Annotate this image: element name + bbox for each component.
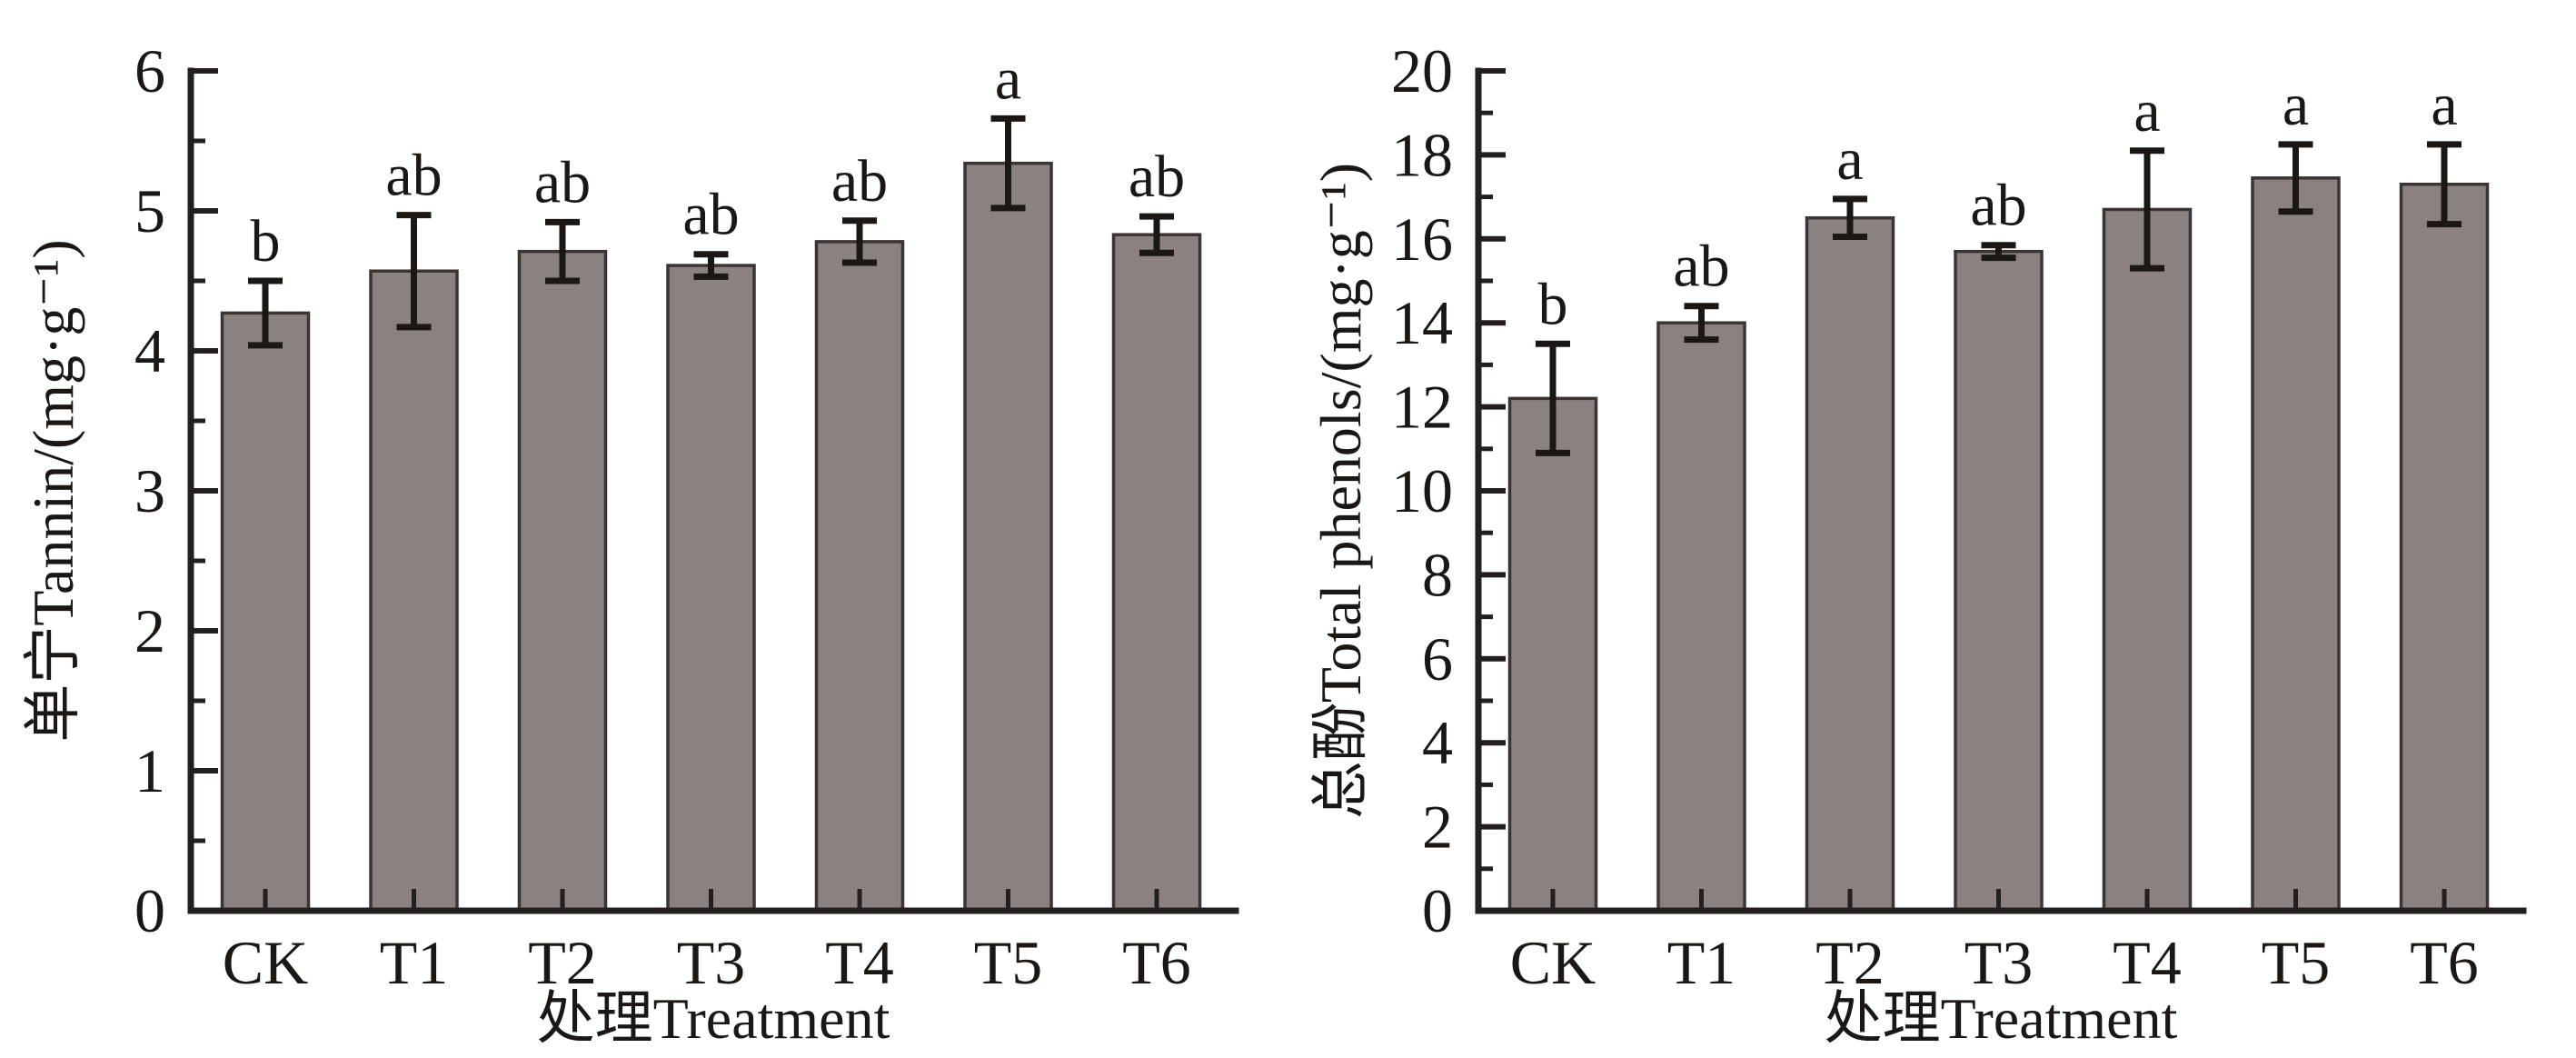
y-tick-label-14: 14 bbox=[1391, 288, 1453, 357]
y-axis-title: 单宁Tannin/(mg·g⁻¹) bbox=[21, 239, 85, 742]
bar-T2 bbox=[517, 249, 608, 913]
y-tick-label-16: 16 bbox=[1391, 205, 1453, 274]
x-axis-title: 处理Treatment bbox=[1825, 986, 2178, 1051]
y-axis-title: 总酚Total phenols/(mg·g⁻¹) bbox=[1308, 163, 1373, 819]
x-tick-label-T2: T2 bbox=[528, 928, 597, 997]
x-axis-title: 处理Treatment bbox=[537, 986, 890, 1051]
bar-T2 bbox=[1805, 215, 1895, 913]
y-tick-label-10: 10 bbox=[1391, 456, 1453, 525]
x-tick-label-T5: T5 bbox=[974, 928, 1043, 997]
bar-T5 bbox=[2251, 176, 2341, 913]
bar-T3 bbox=[666, 264, 756, 913]
bar-T1 bbox=[1656, 321, 1746, 913]
bar-CK bbox=[220, 311, 311, 913]
x-tick-label-T4: T4 bbox=[825, 928, 894, 997]
sig-letter-T6: ab bbox=[1129, 144, 1185, 210]
bar-T4 bbox=[2102, 207, 2193, 913]
y-tick-label-4: 4 bbox=[1422, 708, 1453, 777]
sig-letter-T6: a bbox=[2431, 72, 2457, 138]
bar-T6 bbox=[2399, 182, 2490, 913]
y-tick-label-6: 6 bbox=[1422, 624, 1453, 694]
sig-letter-T2: a bbox=[1836, 126, 1863, 193]
y-tick-label-2: 2 bbox=[134, 596, 165, 665]
x-tick-label-T1: T1 bbox=[380, 928, 449, 997]
x-tick-label-T3: T3 bbox=[1964, 928, 2034, 997]
y-tick-label-6: 6 bbox=[134, 36, 165, 105]
sig-letter-T5: a bbox=[995, 45, 1021, 112]
y-tick-label-8: 8 bbox=[1422, 540, 1453, 609]
x-tick-label-T6: T6 bbox=[1122, 928, 1191, 997]
y-tick-label-4: 4 bbox=[134, 316, 165, 385]
sig-letter-T5: a bbox=[2283, 72, 2309, 138]
sig-letter-T3: ab bbox=[682, 182, 739, 248]
bar-T6 bbox=[1111, 233, 1202, 913]
x-tick-label-T3: T3 bbox=[677, 928, 746, 997]
y-tick-label-2: 2 bbox=[1422, 793, 1453, 862]
y-tick-label-20: 20 bbox=[1391, 36, 1453, 105]
axes-frame bbox=[1475, 67, 2527, 914]
sig-letter-T3: ab bbox=[1970, 173, 2026, 239]
y-tick-label-3: 3 bbox=[134, 456, 165, 525]
x-tick-label-T5: T5 bbox=[2262, 928, 2331, 997]
y-tick-label-5: 5 bbox=[134, 176, 165, 245]
bar-T4 bbox=[814, 240, 905, 913]
x-tick-label-T4: T4 bbox=[2113, 928, 2182, 997]
x-tick-label-T2: T2 bbox=[1815, 928, 1885, 997]
bar-T1 bbox=[369, 269, 459, 913]
sig-letter-CK: b bbox=[251, 208, 281, 274]
x-tick-label-CK: CK bbox=[1510, 928, 1596, 997]
bar-T3 bbox=[1954, 249, 2044, 913]
sig-letter-CK: b bbox=[1538, 271, 1568, 337]
sig-letter-T4: ab bbox=[831, 148, 888, 215]
x-tick-label-T1: T1 bbox=[1667, 928, 1736, 997]
axes-frame bbox=[187, 67, 1239, 914]
x-tick-label-T6: T6 bbox=[2410, 928, 2479, 997]
bar-T5 bbox=[963, 161, 1053, 913]
total-phenols-chart: 0 2 4 6 8 10 12 14 16 18 20 b CK ab T1 a T2 ab T3 a T4 a T5 a T6… bbox=[1308, 36, 2527, 1051]
y-tick-label-18: 18 bbox=[1391, 120, 1453, 189]
sig-letter-T2: ab bbox=[534, 149, 591, 215]
y-tick-label-1: 1 bbox=[134, 736, 165, 805]
tannin-chart: 0 1 2 3 4 5 6 b CK ab T1 ab T2 ab T3 ab T4 a T5 ab T6 处理Treat… bbox=[21, 36, 1239, 1051]
y-tick-label-12: 12 bbox=[1391, 373, 1453, 442]
sig-letter-T4: a bbox=[2133, 78, 2160, 145]
y-tick-label-0: 0 bbox=[1422, 876, 1453, 945]
sig-letter-T1: ab bbox=[1673, 234, 1729, 300]
bar-CK bbox=[1507, 396, 1598, 913]
x-tick-label-CK: CK bbox=[223, 928, 308, 997]
y-tick-label-0: 0 bbox=[134, 876, 165, 945]
sig-letter-T1: ab bbox=[385, 143, 442, 209]
